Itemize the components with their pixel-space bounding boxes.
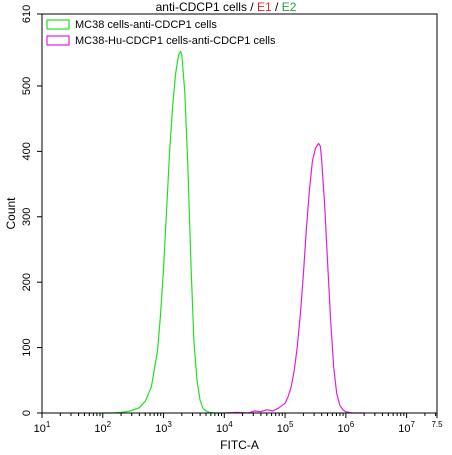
legend-label-1: MC38 cells-anti-CDCP1 cells (75, 19, 217, 31)
series-line-2 (224, 142, 365, 414)
x-tick-label: 103 (155, 420, 172, 435)
legend-swatch-2 (46, 35, 70, 46)
series-layer (102, 50, 365, 414)
y-tick-label: 200 (21, 273, 33, 291)
x-axis-label: FITC-A (220, 438, 259, 452)
chart-title-e2: E2 (281, 0, 297, 14)
y-tick-label: 500 (21, 77, 33, 95)
x-tick-label: 107 (398, 420, 415, 435)
plot-frame (41, 13, 438, 414)
legend: MC38 cells-anti-CDCP1 cells MC38-Hu-CDCP1… (46, 19, 276, 47)
x-tick-label: 105 (277, 420, 294, 435)
chart-title-main: anti-CDCP1 cells (155, 0, 247, 14)
y-tick-label: 100 (21, 338, 33, 356)
y-tick-label: 300 (21, 208, 33, 226)
legend-swatch-1 (46, 19, 70, 30)
chart-title-sep1: / (246, 0, 257, 14)
x-tick-label: 7.5 (431, 420, 443, 429)
x-tick-label: 106 (337, 420, 354, 435)
chart-title-sep2: / (271, 0, 282, 14)
y-axis-label: Count (4, 197, 18, 230)
x-tick-label: 102 (94, 420, 111, 435)
y-tick-label: 610 (21, 5, 33, 23)
y-tick-label: 0 (21, 410, 33, 416)
series-line-1 (102, 50, 225, 414)
axes-layer: 0 100 200 300 400 500 610 101 102 103 104 105 106 107… (21, 5, 443, 435)
chart-title-e1: E1 (256, 0, 272, 14)
legend-label-2: MC38-Hu-CDCP1 cells-anti-CDCP1 cells (75, 35, 276, 47)
y-tick-label: 400 (21, 142, 33, 160)
x-tick-label: 104 (216, 420, 233, 435)
chart-title: anti-CDCP1 cells / E1 / E2 (0, 0, 452, 14)
x-tick-label: 101 (34, 420, 51, 435)
